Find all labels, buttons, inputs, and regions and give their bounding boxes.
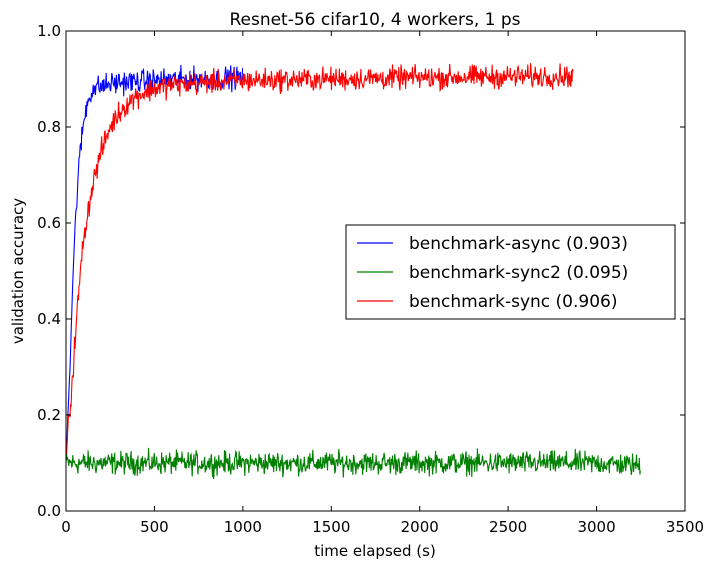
y-tick-label: 0.2 (37, 406, 61, 424)
series-line (65, 447, 641, 480)
plot-area (65, 63, 641, 480)
x-tick-label: 1500 (312, 518, 350, 536)
y-tick-label: 0.6 (37, 214, 61, 232)
series-line (65, 63, 574, 454)
legend-label: benchmark-sync2 (0.095) (409, 263, 628, 283)
legend-box (345, 224, 676, 320)
x-axis-label: time elapsed (s) (314, 542, 436, 560)
y-axis-label: validation accuracy (9, 198, 27, 344)
series-line (65, 64, 244, 450)
x-tick-label: 3000 (577, 518, 615, 536)
legend-label: benchmark-async (0.903) (409, 234, 628, 254)
axis-ticks: 0 500 1000 1500 2000 2500 3000 3500 0.0 0.2 0.4 0.6… (37, 22, 704, 536)
legend-label: benchmark-sync (0.906) (409, 292, 617, 312)
y-tick-label: 0.4 (37, 310, 61, 328)
chart-title: Resnet-56 cifar10, 4 workers, 1 ps (229, 10, 520, 30)
x-tick-label: 2000 (401, 518, 439, 536)
legend: benchmark-async (0.903) benchmark-sync2 (… (345, 224, 676, 320)
plot-frame (65, 30, 686, 512)
y-tick-label: 1.0 (37, 22, 61, 40)
y-tick-label: 0.0 (37, 502, 61, 520)
x-tick-label: 2500 (489, 518, 527, 536)
y-tick-label: 0.8 (37, 118, 61, 136)
x-tick-label: 500 (140, 518, 169, 536)
x-tick-label: 0 (61, 518, 71, 536)
x-tick-label: 1000 (224, 518, 262, 536)
x-tick-label: 3500 (666, 518, 704, 536)
